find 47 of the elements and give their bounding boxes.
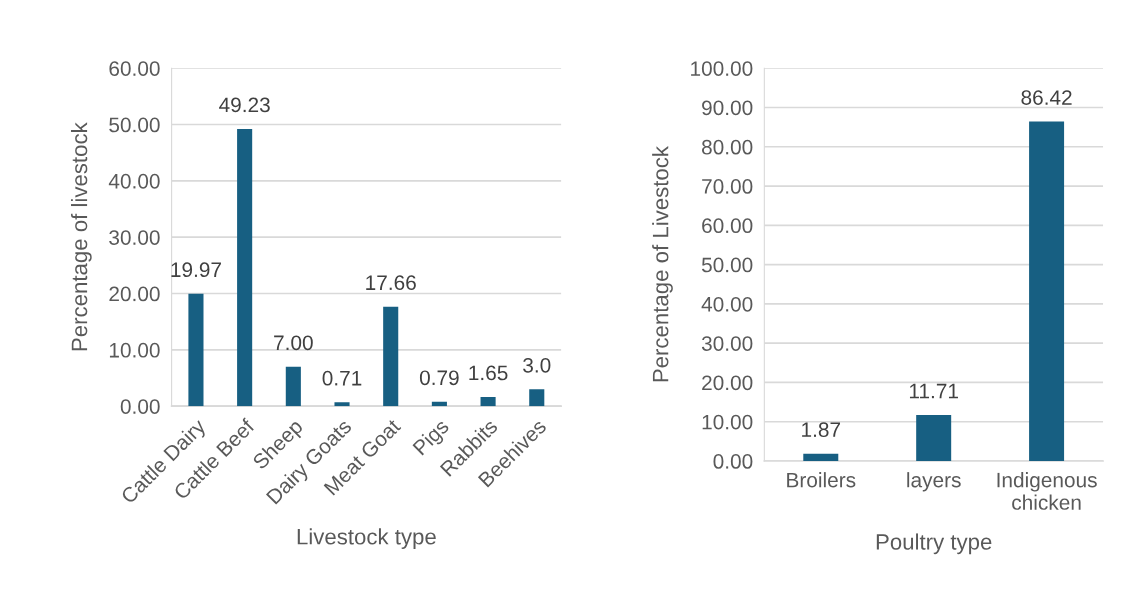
y-tick-label: 10.00 (109, 342, 160, 358)
y-axis-title: Percentage of Livestock (652, 145, 673, 382)
y-axis-title: Percentage of livestock (70, 122, 92, 351)
data-label: 1.65 (469, 365, 508, 381)
bar (285, 366, 301, 407)
bar (431, 401, 447, 407)
x-tick-label: Indigenous chicken (997, 472, 1097, 510)
x-tick-label: Broilers (787, 472, 856, 488)
data-label: 0.71 (322, 370, 362, 386)
y-tick-label: 60.00 (109, 61, 160, 76)
data-label: 3.0 (523, 357, 551, 373)
y-tick-label: 90.00 (702, 100, 753, 116)
y-tick-label: 10.00 (702, 414, 753, 430)
y-tick-label: 0.00 (120, 399, 160, 414)
bar (803, 453, 839, 462)
data-label: 1.87 (802, 422, 841, 438)
x-tick-label: layers (907, 472, 961, 492)
y-tick-label: 20.00 (109, 286, 160, 302)
y-tick-label: 50.00 (109, 117, 160, 133)
bar (383, 306, 399, 407)
y-tick-label: 50.00 (701, 257, 753, 273)
bar (1029, 121, 1065, 462)
data-label: 0.79 (419, 370, 459, 386)
y-tick-label: 40.00 (701, 296, 753, 312)
bar (188, 293, 204, 407)
data-label: 11.71 (909, 383, 958, 399)
y-tick-label: 20.00 (702, 375, 753, 391)
y-tick-label: 30.00 (109, 230, 160, 245)
bar (916, 415, 952, 462)
data-label: 49.23 (219, 97, 270, 113)
data-label: 86.42 (1021, 90, 1072, 105)
y-tick-label: 80.00 (702, 139, 753, 155)
x-axis-title: Poultry type (876, 533, 992, 555)
bar (334, 402, 350, 407)
y-tick-label: 60.00 (702, 218, 753, 234)
y-tick-label: 40.00 (108, 173, 160, 189)
x-axis-title: Livestock type (297, 528, 436, 549)
bar (480, 396, 496, 407)
y-tick-label: 70.00 (702, 179, 753, 194)
bar (237, 128, 253, 407)
data-label: 19.97 (171, 262, 221, 278)
y-tick-label: 0.00 (713, 454, 753, 469)
y-tick-label: 100.00 (691, 61, 753, 76)
y-tick-label: 30.00 (701, 336, 753, 351)
data-label: 17.66 (366, 275, 416, 291)
bar (529, 389, 545, 407)
data-label: 7.00 (274, 335, 313, 351)
